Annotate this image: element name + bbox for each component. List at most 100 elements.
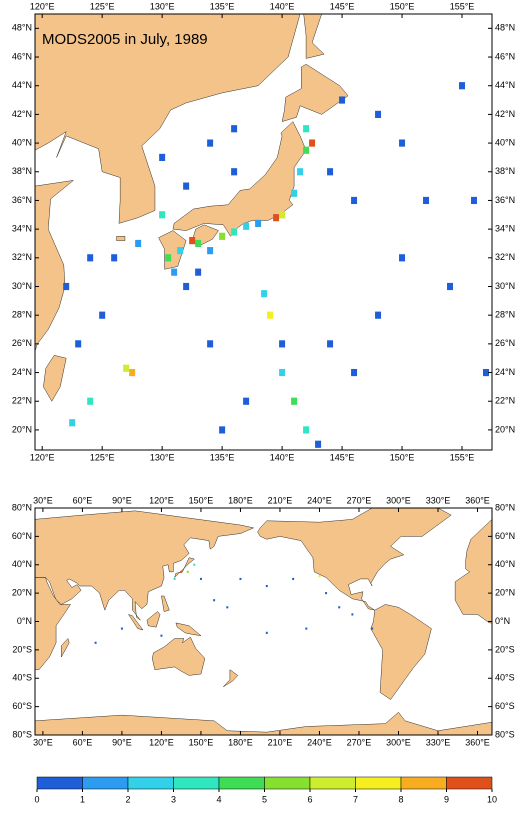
observation-cell [309, 139, 316, 147]
x-tick-label: 130°E [150, 1, 175, 11]
land [35, 712, 492, 735]
y-tick-label: 32°N [12, 252, 32, 262]
land [281, 63, 349, 122]
observation-cell [219, 426, 226, 434]
observation-cell [265, 584, 268, 588]
y-tick-label: 28°N [12, 310, 32, 320]
y-tick-label: 24°N [495, 367, 515, 377]
land [128, 614, 144, 631]
observation-cell [239, 577, 242, 581]
observation-cell [375, 110, 382, 118]
observation-cell [243, 222, 250, 230]
land [35, 14, 301, 352]
colorbar-tick-label: 3 [171, 794, 176, 804]
y-tick-label: 40°S [495, 673, 515, 683]
map-frame [34, 13, 493, 451]
observation-cell [471, 196, 478, 205]
y-tick-label: 48°N [495, 23, 515, 33]
colorbar-swatch [218, 776, 265, 790]
y-tick-label: 26°N [12, 338, 32, 348]
y-tick-label: 48°N [12, 23, 32, 33]
land [43, 355, 67, 402]
observation-cell [111, 254, 118, 262]
x-tick-label: 360°E [465, 495, 490, 505]
colorbar-tick-label: 9 [444, 794, 449, 804]
observation-cell [87, 254, 94, 262]
colorbar-swatch [127, 776, 174, 790]
colorbar-tick-label: 4 [216, 794, 221, 804]
observation-cell [325, 592, 328, 595]
x-tick-label: 240°E [307, 495, 332, 505]
x-tick-label: 120°E [149, 495, 174, 505]
observation-cell [189, 237, 196, 245]
y-tick-label: 60°N [495, 531, 515, 541]
observation-cell [186, 570, 189, 573]
observation-cell [69, 419, 76, 427]
observation-cell [291, 189, 298, 197]
land [223, 669, 239, 687]
colorbar-tick-label: 5 [262, 794, 267, 804]
observation-cell [231, 228, 238, 236]
x-tick-label: 330°E [426, 737, 451, 747]
y-tick-label: 80°S [12, 729, 32, 739]
colorbar-tick-label: 2 [125, 794, 130, 804]
map-title: MODS2005 in July, 1989 [42, 31, 208, 48]
y-tick-label: 20°N [12, 424, 32, 434]
observation-cell [292, 577, 295, 581]
observation-cell [207, 247, 214, 255]
observation-cell [351, 196, 358, 205]
land [454, 519, 492, 624]
land [116, 236, 126, 241]
observation-cell [199, 577, 202, 581]
y-tick-label: 30°N [495, 281, 515, 291]
observation-cell [207, 139, 214, 147]
observation-cell [243, 397, 250, 405]
colorbar-swatch [355, 776, 402, 790]
x-tick-label: 135°E [210, 452, 235, 462]
observation-cell [318, 575, 321, 578]
observation-cell [219, 232, 226, 240]
x-tick-label: 330°E [426, 495, 451, 505]
y-tick-label: 40°N [495, 559, 515, 569]
y-tick-label: 20°S [12, 644, 32, 654]
observation-cell [303, 146, 310, 154]
y-tick-label: 42°N [495, 109, 515, 119]
colorbar-swatch [82, 776, 129, 790]
y-tick-label: 60°N [12, 531, 32, 541]
observation-cell [87, 397, 94, 405]
colorbar-tick-label: 10 [487, 794, 497, 804]
observation-cell [297, 168, 304, 176]
y-tick-label: 40°N [495, 137, 515, 147]
y-tick-label: 46°N [12, 51, 32, 61]
y-tick-label: 40°N [12, 137, 32, 147]
y-tick-label: 60°S [12, 701, 32, 711]
colorbar-tick-label: 1 [80, 794, 85, 804]
observation-cell [327, 340, 334, 348]
land [61, 638, 70, 658]
observation-cell [173, 577, 176, 581]
x-tick-label: 30°E [33, 495, 53, 505]
observation-cell [351, 613, 354, 616]
x-tick-label: 140°E [270, 452, 295, 462]
y-tick-label: 34°N [12, 224, 32, 234]
x-tick-label: 180°E [228, 737, 253, 747]
y-tick-label: 30°N [12, 281, 32, 291]
observation-cell [123, 364, 130, 372]
y-tick-label: 60°S [495, 701, 515, 711]
x-tick-label: 30°E [33, 737, 53, 747]
observation-cell [180, 570, 183, 573]
observation-cell [315, 440, 322, 448]
observation-cell [338, 606, 341, 609]
colorbar-tick-label: 0 [34, 794, 39, 804]
x-tick-label: 140°E [270, 1, 295, 11]
land [257, 508, 452, 611]
y-tick-label: 40°N [12, 559, 32, 569]
land [35, 577, 71, 670]
y-tick-label: 36°N [495, 195, 515, 205]
x-tick-label: 135°E [210, 1, 235, 11]
observation-cell [261, 290, 268, 298]
y-tick-label: 22°N [495, 396, 515, 406]
land [303, 14, 325, 59]
